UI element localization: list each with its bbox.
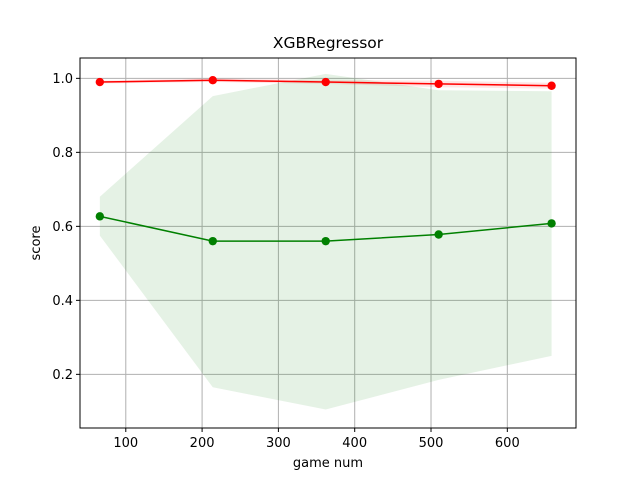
series-0-point	[208, 76, 217, 85]
axes-frame	[79, 57, 577, 429]
series-1-point	[434, 230, 443, 239]
x-tick-label: 100	[113, 436, 138, 451]
series-0-point	[547, 81, 556, 90]
y-axis-label: score	[29, 226, 44, 261]
axis-ticks: 100 200 300 400 500 600 0.2 0.4 0.6 0.8 1.0	[52, 72, 519, 451]
series-0-point	[321, 77, 330, 87]
y-tick-label: 0.2	[52, 368, 73, 383]
x-tick-label: 300	[266, 436, 291, 451]
y-tick-label: 0.8	[52, 146, 73, 161]
x-tick-label: 500	[419, 436, 444, 451]
y-tick-label: 0.6	[52, 220, 73, 235]
x-axis-label: game num	[293, 456, 363, 471]
x-tick-label: 400	[342, 436, 367, 451]
series-1-point	[95, 212, 105, 221]
series-1-point	[208, 236, 217, 246]
grid	[80, 58, 576, 428]
series-0-point	[434, 79, 443, 89]
y-tick-label: 1.0	[52, 72, 73, 87]
series-0-point	[95, 77, 105, 87]
series-1-point	[321, 236, 330, 246]
series-1-point	[547, 219, 556, 228]
x-tick-label: 600	[495, 436, 520, 451]
series-points	[95, 76, 556, 246]
y-tick-label: 0.4	[52, 294, 73, 309]
chart-title: XGBRegressor	[273, 34, 384, 52]
x-tick-label: 200	[190, 436, 215, 451]
